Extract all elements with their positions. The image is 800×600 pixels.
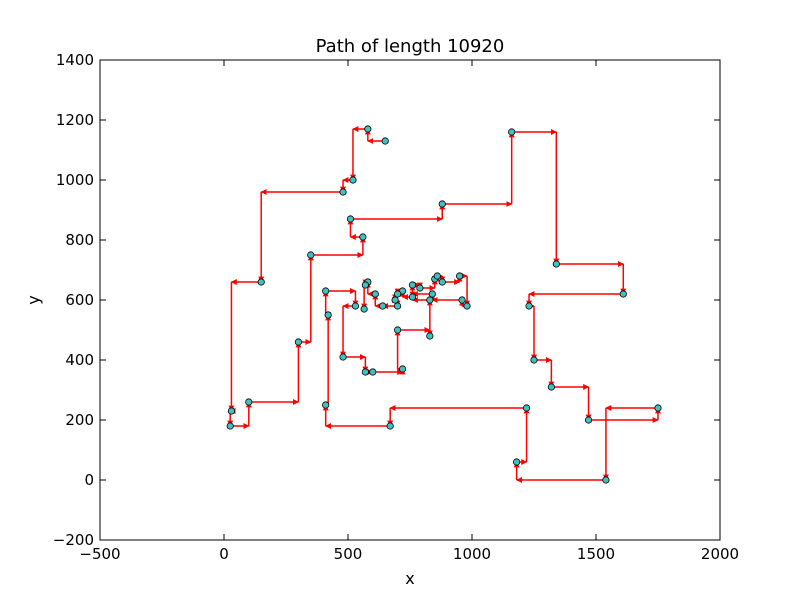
data-point [391, 296, 399, 304]
y-tick-label: 400 [65, 351, 94, 369]
plot-area [100, 60, 720, 540]
path-layer [227, 126, 661, 483]
data-point [584, 416, 593, 424]
data-point [359, 233, 367, 241]
y-tick-label: 800 [65, 231, 94, 249]
data-point [455, 272, 464, 280]
data-point [227, 407, 236, 415]
data-point [458, 296, 466, 304]
data-point [322, 401, 330, 409]
x-tick-label: 2000 [701, 545, 739, 563]
data-point [379, 302, 387, 310]
y-axis-label: y [24, 295, 43, 304]
x-tick-label: −500 [79, 545, 120, 563]
y-tick-label: 200 [65, 411, 94, 429]
data-point [408, 293, 417, 301]
y-tick-label: 600 [65, 291, 94, 309]
data-point [381, 137, 389, 145]
data-point [619, 290, 627, 298]
data-point [463, 302, 471, 310]
data-point [226, 422, 234, 430]
data-point [361, 281, 369, 289]
point-layer [226, 125, 662, 484]
data-point [416, 284, 424, 292]
data-point [349, 176, 357, 184]
data-point [513, 458, 521, 466]
data-point [351, 302, 360, 310]
data-point [346, 215, 355, 223]
data-point [322, 287, 330, 295]
data-point [433, 272, 441, 280]
data-point [522, 404, 531, 412]
data-point [324, 311, 332, 319]
y-tick-label: 1200 [56, 111, 94, 129]
data-point [339, 188, 347, 196]
y-axis: −200 0 200 400 600 800 1000 1200 1400 [53, 51, 720, 549]
data-point [426, 296, 434, 304]
data-point [428, 290, 436, 298]
x-tick-label: 1000 [453, 545, 491, 563]
x-tick-label: 1500 [577, 545, 615, 563]
data-point [408, 281, 417, 289]
data-point [307, 251, 315, 259]
data-point [525, 302, 533, 310]
data-point [361, 368, 369, 376]
data-point [398, 365, 407, 373]
data-point [339, 353, 347, 361]
data-point [547, 383, 555, 391]
data-point [364, 125, 372, 133]
x-tick-label: 0 [219, 545, 229, 563]
chart-title: Path of length 10920 [316, 36, 505, 57]
x-axis-label: x [405, 569, 414, 588]
data-point [371, 290, 379, 298]
x-axis: −500 0 500 1000 1500 2000 [79, 60, 739, 563]
y-tick-label: 1400 [56, 51, 94, 69]
data-point [393, 290, 402, 298]
data-point [552, 260, 560, 268]
data-point [508, 128, 516, 136]
data-point [438, 200, 446, 208]
x-tick-label: 500 [334, 545, 363, 563]
data-point [530, 356, 538, 364]
y-tick-label: 0 [84, 471, 94, 489]
data-point [386, 422, 394, 430]
data-point [654, 404, 662, 412]
data-point [257, 278, 265, 286]
data-point [438, 278, 446, 286]
data-point [369, 368, 377, 376]
data-point [393, 326, 402, 334]
y-tick-label: −200 [53, 531, 94, 549]
data-point [393, 302, 402, 310]
data-point [360, 305, 368, 313]
data-point [294, 338, 302, 346]
data-point [245, 398, 253, 406]
data-point [602, 476, 610, 484]
y-tick-label: 1000 [56, 171, 94, 189]
data-point [426, 332, 434, 340]
